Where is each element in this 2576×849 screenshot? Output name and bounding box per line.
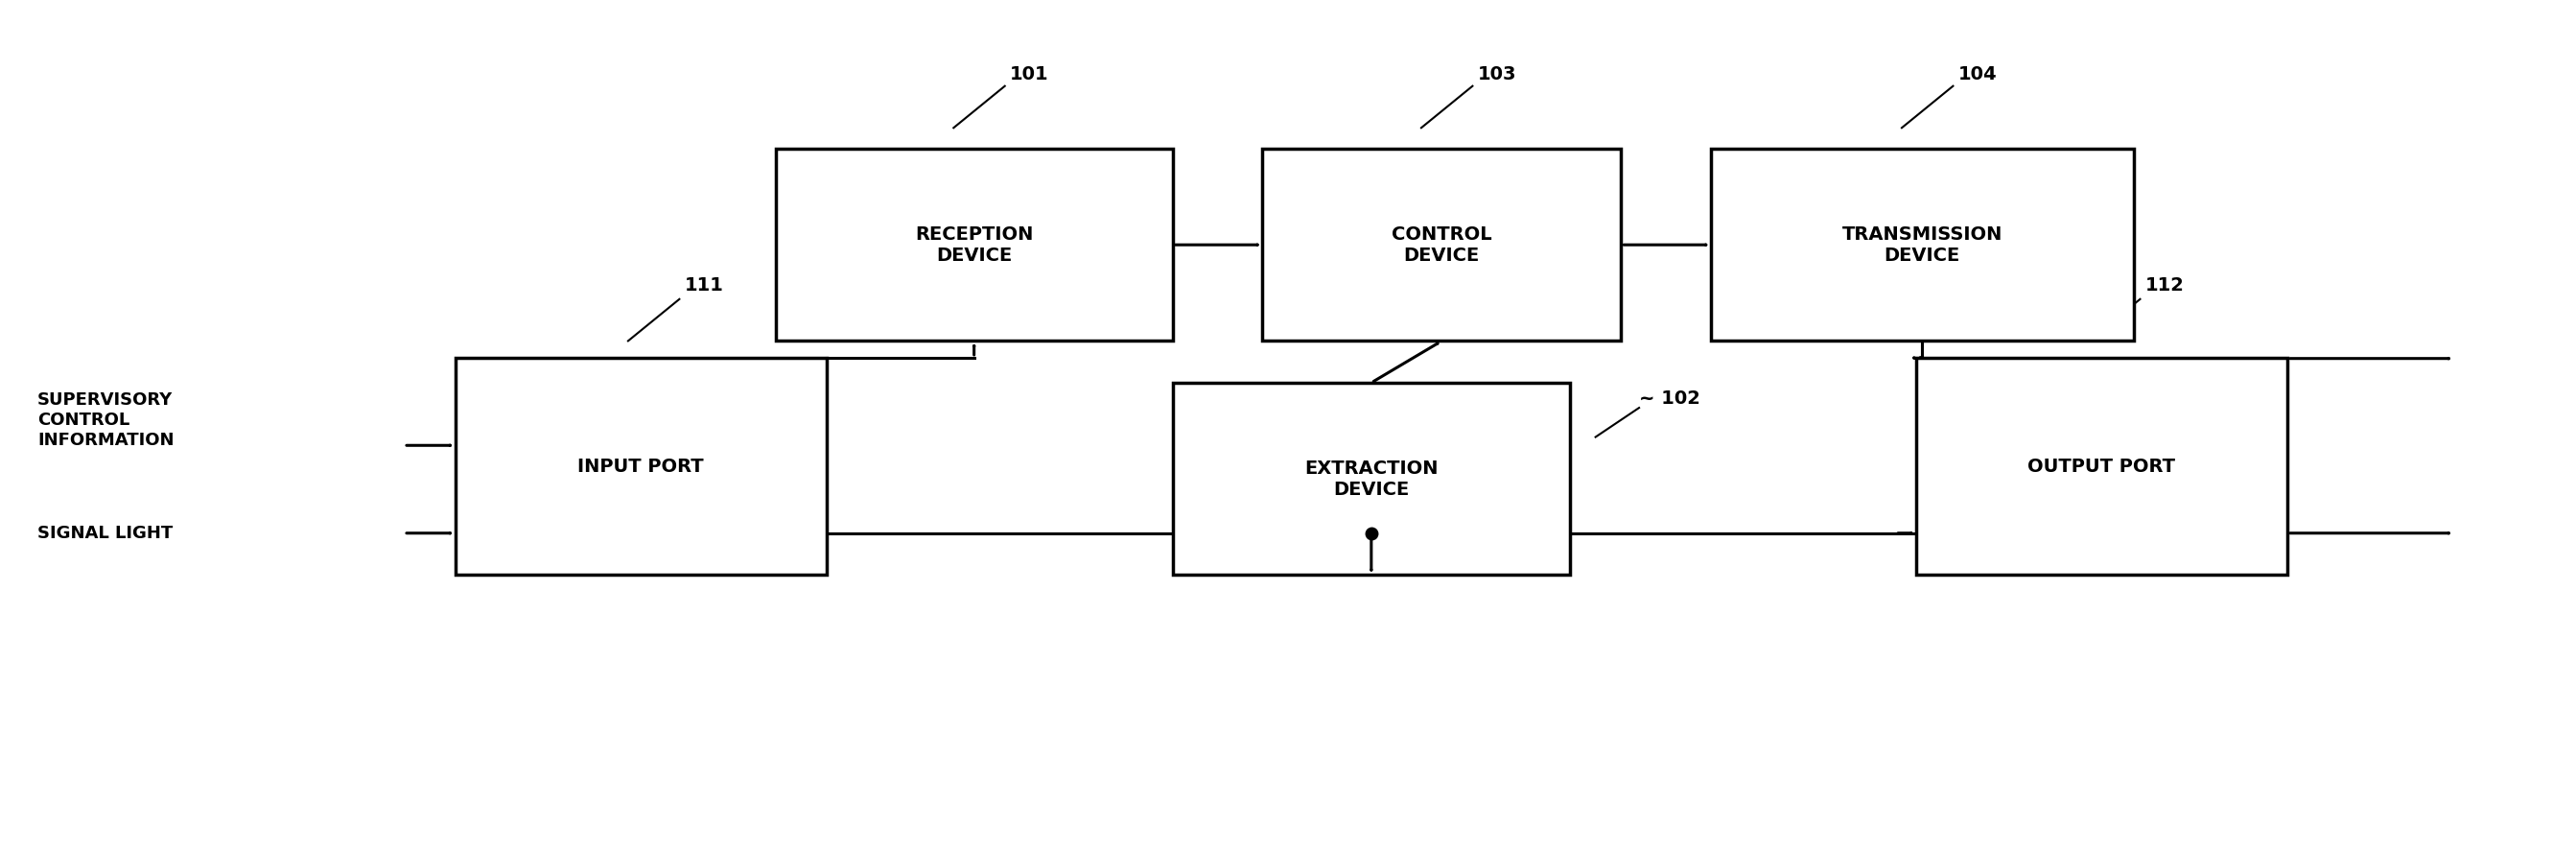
- Bar: [1710, 149, 2133, 341]
- Text: 101: 101: [1010, 65, 1048, 83]
- Bar: [1917, 357, 2287, 575]
- Bar: [456, 357, 827, 575]
- Text: OUTPUT PORT: OUTPUT PORT: [2027, 457, 2177, 475]
- Text: CONTROL
DEVICE: CONTROL DEVICE: [1391, 225, 1492, 265]
- Text: 111: 111: [685, 277, 724, 295]
- Text: SIGNAL LIGHT: SIGNAL LIGHT: [39, 525, 173, 542]
- Bar: [1172, 383, 1569, 575]
- Text: SUPERVISORY
CONTROL
INFORMATION: SUPERVISORY CONTROL INFORMATION: [39, 391, 175, 449]
- Bar: [1262, 149, 1620, 341]
- Text: 112: 112: [2146, 277, 2184, 295]
- Text: 104: 104: [1958, 65, 1996, 83]
- Text: INPUT PORT: INPUT PORT: [577, 457, 703, 475]
- Text: 103: 103: [1479, 65, 1517, 83]
- Bar: [775, 149, 1172, 341]
- Text: RECEPTION
DEVICE: RECEPTION DEVICE: [914, 225, 1033, 265]
- Text: TRANSMISSION
DEVICE: TRANSMISSION DEVICE: [1842, 225, 2002, 265]
- Text: ~ 102: ~ 102: [1638, 390, 1700, 408]
- Text: EXTRACTION
DEVICE: EXTRACTION DEVICE: [1303, 459, 1437, 498]
